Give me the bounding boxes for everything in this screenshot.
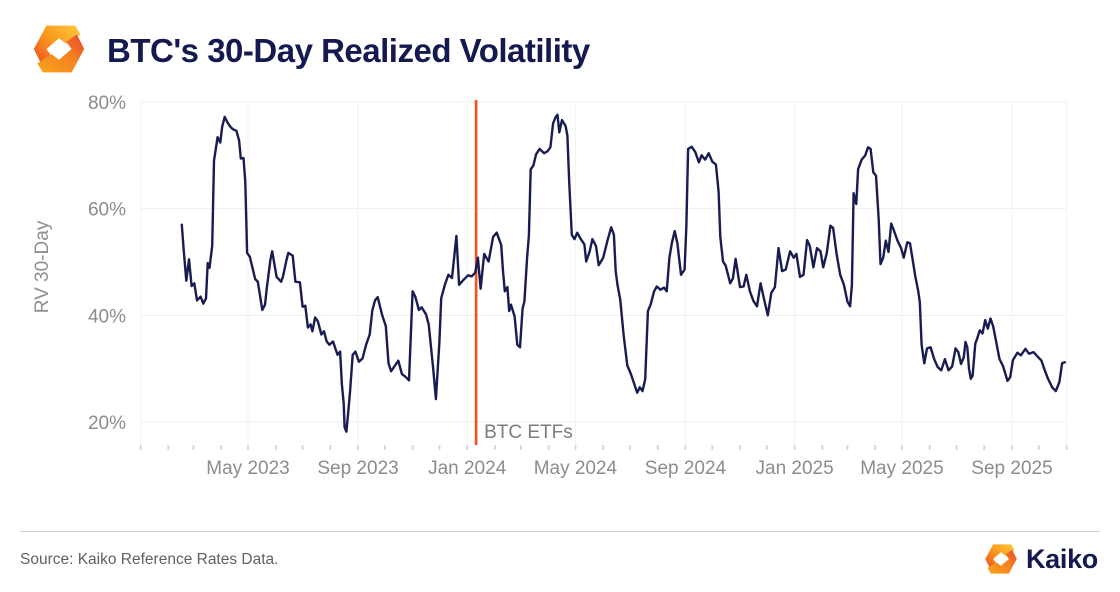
kaiko-wordmark: Kaiko — [1025, 543, 1098, 574]
page-title: BTC's 30-Day Realized Volatility — [107, 32, 590, 69]
footer-brand: Kaiko — [983, 540, 1098, 578]
etf-event-label: BTC ETFs — [484, 422, 573, 443]
y-tick-label: 40% — [88, 306, 126, 327]
y-tick-label: 20% — [88, 413, 126, 434]
x-tick-label: Sep 2025 — [971, 458, 1052, 479]
x-tick-label: May 2024 — [534, 458, 618, 479]
x-tick-label: May 2025 — [860, 458, 943, 479]
x-tick-label: Sep 2024 — [645, 458, 727, 479]
y-axis-title: RV 30-Day — [32, 220, 53, 313]
x-tick-label: Jan 2025 — [756, 458, 834, 479]
volatility-line — [180, 113, 1067, 433]
source-note: Source: Kaiko Reference Rates Data. — [20, 551, 279, 568]
x-tick-label: Sep 2023 — [317, 458, 398, 479]
x-tick-label: Jan 2024 — [428, 458, 507, 479]
y-tick-label: 60% — [88, 200, 126, 221]
footer-divider — [20, 531, 1100, 532]
y-tick-label: 80% — [88, 93, 126, 114]
kaiko-logo-icon — [983, 542, 1019, 576]
x-tick-label: May 2023 — [206, 458, 289, 479]
